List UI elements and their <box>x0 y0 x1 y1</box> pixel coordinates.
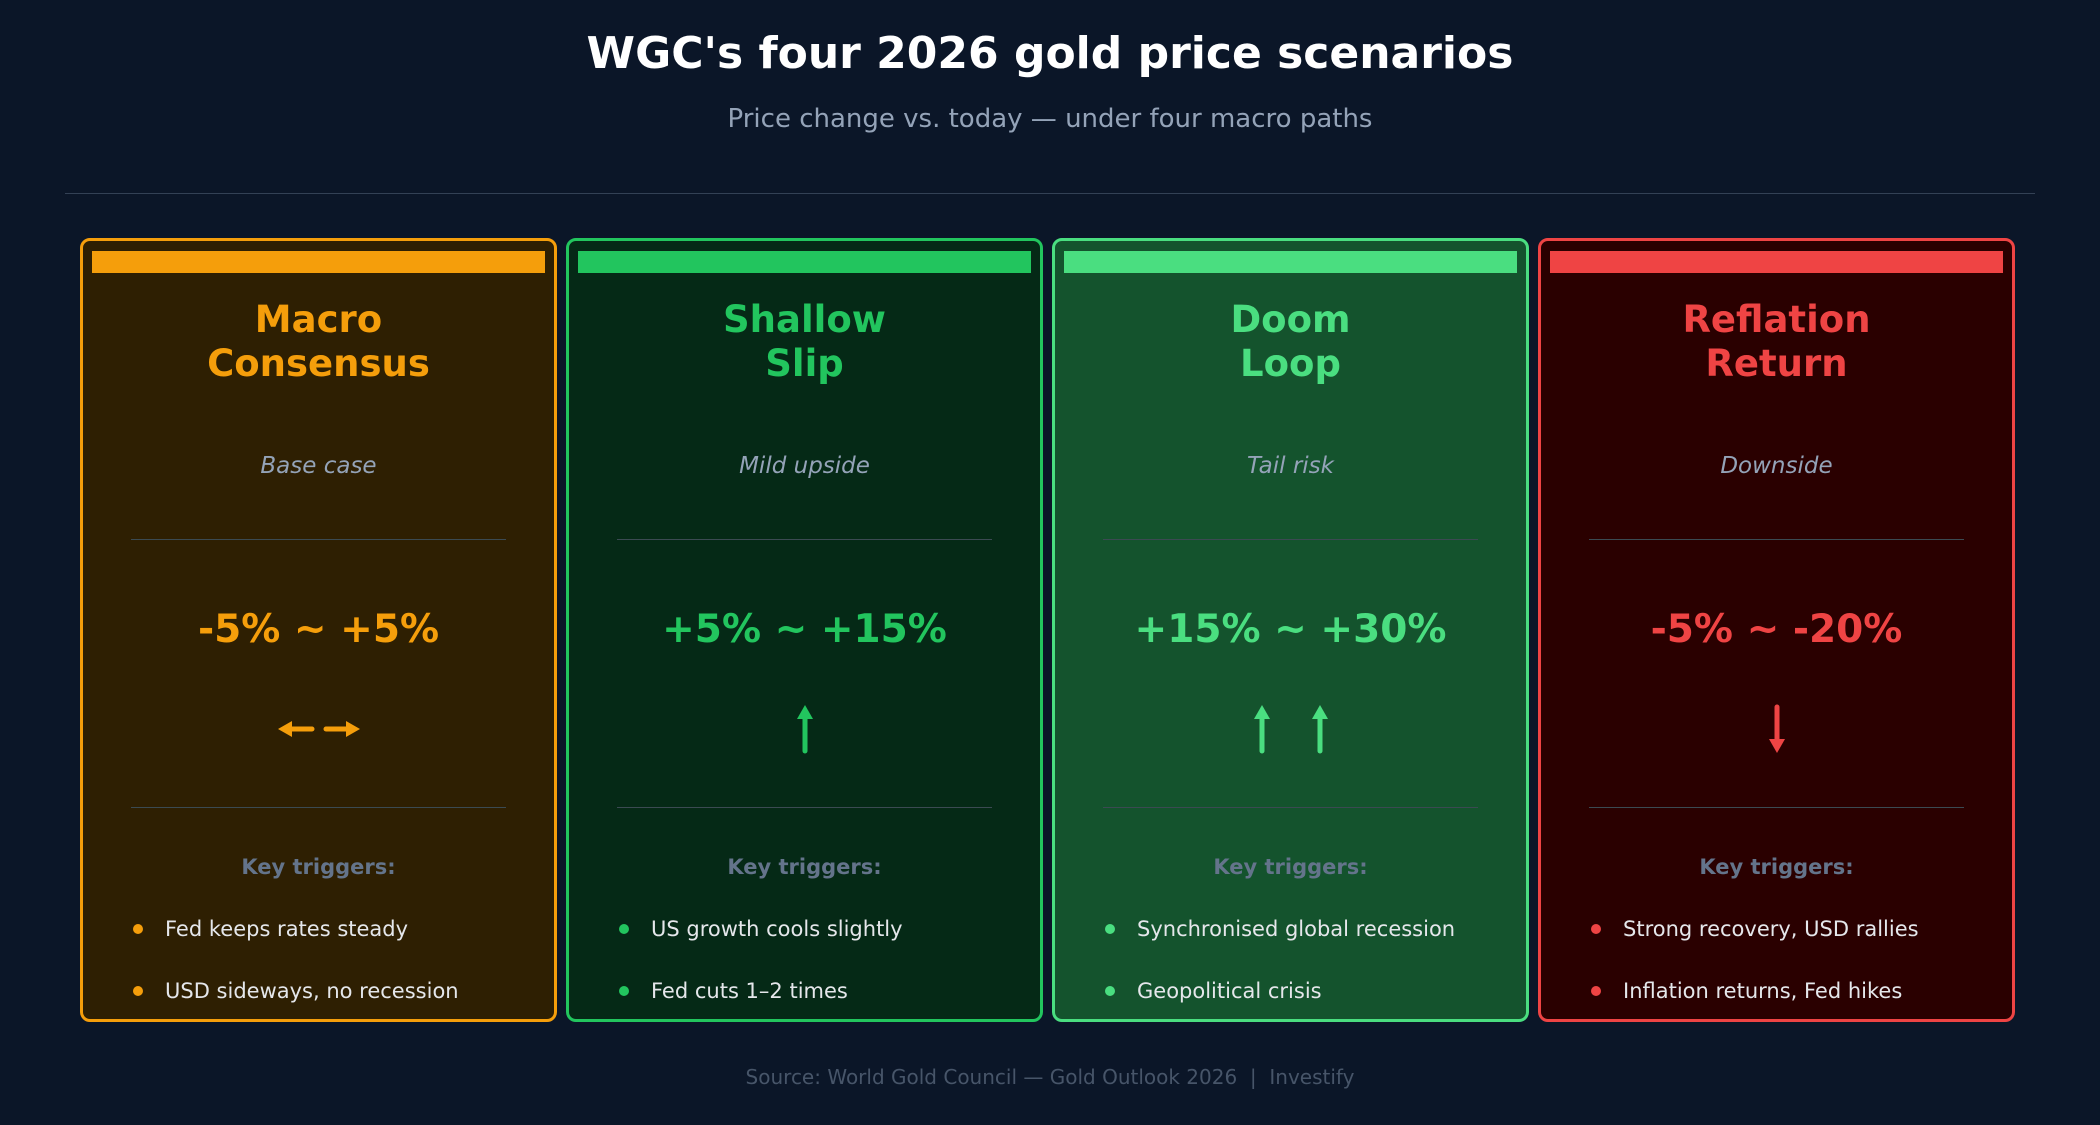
scenario-card: Doom Loop Tail risk +15% ~ +30% Key trig… <box>1052 238 1529 1022</box>
price-range: +15% ~ +30% <box>1134 607 1447 652</box>
trigger-item: Fed cuts 1–2 times <box>619 979 848 1003</box>
trigger-text: Synchronised global recession <box>1137 917 1456 941</box>
scenario-title-line: Loop <box>1240 342 1341 385</box>
trigger-text: Fed keeps rates steady <box>165 917 409 941</box>
bullet-icon <box>619 924 629 934</box>
card-divider <box>1589 539 1964 540</box>
card-divider <box>617 539 992 540</box>
card-divider <box>131 539 506 540</box>
scenario-subtitle: Downside <box>1720 453 1833 479</box>
scenario-card: Macro Consensus Base case -5% ~ +5% Key … <box>80 238 557 1022</box>
key-triggers-label: Key triggers: <box>727 855 882 879</box>
scenario-title-line: Return <box>1705 342 1848 385</box>
bullet-icon <box>619 986 629 996</box>
double-up-arrow-icon <box>1055 699 1526 759</box>
card-divider <box>617 807 992 808</box>
down-arrow-icon <box>1541 699 2012 759</box>
trigger-item: USD sideways, no recession <box>133 979 459 1003</box>
key-triggers-label: Key triggers: <box>1213 855 1368 879</box>
scenario-title: Shallow Slip <box>569 298 1040 386</box>
card-divider <box>1589 807 1964 808</box>
card-divider <box>131 807 506 808</box>
header-divider <box>65 193 2035 194</box>
trigger-item: Strong recovery, USD rallies <box>1591 917 1919 941</box>
left-right-arrows-icon <box>83 699 554 759</box>
trigger-text: Geopolitical crisis <box>1137 979 1322 1003</box>
card-color-bar <box>1064 251 1517 273</box>
key-triggers-label: Key triggers: <box>1699 855 1854 879</box>
card-divider <box>1103 807 1478 808</box>
scenario-subtitle: Tail risk <box>1247 453 1334 479</box>
bullet-icon <box>133 924 143 934</box>
scenario-subtitle: Mild upside <box>739 453 870 479</box>
trigger-text: USD sideways, no recession <box>165 979 459 1003</box>
scenario-title-line: Consensus <box>207 342 430 385</box>
trigger-item: Fed keeps rates steady <box>133 917 408 941</box>
key-triggers-label: Key triggers: <box>241 855 396 879</box>
trigger-item: Inflation returns, Fed hikes <box>1591 979 1902 1003</box>
scenario-title-line: Shallow <box>723 298 886 341</box>
trigger-item: US growth cools slightly <box>619 917 903 941</box>
up-arrow-icon <box>569 699 1040 759</box>
trigger-text: Strong recovery, USD rallies <box>1623 917 1919 941</box>
bullet-icon <box>1105 986 1115 996</box>
trigger-item: Geopolitical crisis <box>1105 979 1322 1003</box>
card-color-bar <box>578 251 1031 273</box>
bullet-icon <box>1105 924 1115 934</box>
scenario-subtitle: Base case <box>260 453 377 479</box>
trigger-text: Fed cuts 1–2 times <box>651 979 848 1003</box>
bullet-icon <box>133 986 143 996</box>
trigger-item: Synchronised global recession <box>1105 917 1455 941</box>
scenario-card: Reflation Return Downside -5% ~ -20% Key… <box>1538 238 2015 1022</box>
scenario-title-line: Doom <box>1230 298 1351 341</box>
scenario-title-line: Reflation <box>1682 298 1871 341</box>
page-title: WGC's four 2026 gold price scenarios <box>586 28 1514 79</box>
trigger-text: Inflation returns, Fed hikes <box>1623 979 1903 1003</box>
source-footer: Source: World Gold Council — Gold Outloo… <box>745 1065 1355 1089</box>
bullet-icon <box>1591 986 1601 996</box>
scenario-title-line: Macro <box>254 298 383 341</box>
page-subtitle: Price change vs. today — under four macr… <box>727 104 1373 134</box>
scenario-title: Doom Loop <box>1055 298 1526 386</box>
price-range: -5% ~ +5% <box>197 607 440 652</box>
scenario-title: Macro Consensus <box>83 298 554 386</box>
scenario-card: Shallow Slip Mild upside +5% ~ +15% Key … <box>566 238 1043 1022</box>
bullet-icon <box>1591 924 1601 934</box>
card-color-bar <box>92 251 545 273</box>
card-divider <box>1103 539 1478 540</box>
card-color-bar <box>1550 251 2003 273</box>
trigger-text: US growth cools slightly <box>651 917 903 941</box>
scenario-title-line: Slip <box>765 342 844 385</box>
price-range: -5% ~ -20% <box>1650 607 1903 652</box>
price-range: +5% ~ +15% <box>662 607 947 652</box>
scenario-title: Reflation Return <box>1541 298 2012 386</box>
